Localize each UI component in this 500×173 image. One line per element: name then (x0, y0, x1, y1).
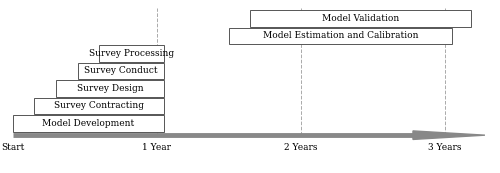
Text: 2 Years: 2 Years (284, 143, 318, 152)
Text: 3 Years: 3 Years (428, 143, 462, 152)
Text: Survey Processing: Survey Processing (89, 49, 174, 58)
Text: Survey Design: Survey Design (76, 84, 144, 93)
Bar (56, 80, 164, 97)
Bar (34, 98, 164, 114)
Text: Model Development: Model Development (42, 119, 134, 128)
Text: Model Estimation and Calibration: Model Estimation and Calibration (262, 31, 418, 40)
Bar (13, 115, 164, 132)
Text: Start: Start (1, 143, 24, 152)
Bar (250, 10, 470, 27)
Text: Model Validation: Model Validation (322, 14, 399, 23)
Text: Survey Conduct: Survey Conduct (84, 66, 158, 75)
Bar (78, 63, 164, 79)
Bar (99, 45, 164, 62)
Bar (229, 28, 452, 44)
Text: Survey Contracting: Survey Contracting (54, 101, 144, 110)
Text: 1 Year: 1 Year (142, 143, 172, 152)
Polygon shape (413, 131, 485, 139)
